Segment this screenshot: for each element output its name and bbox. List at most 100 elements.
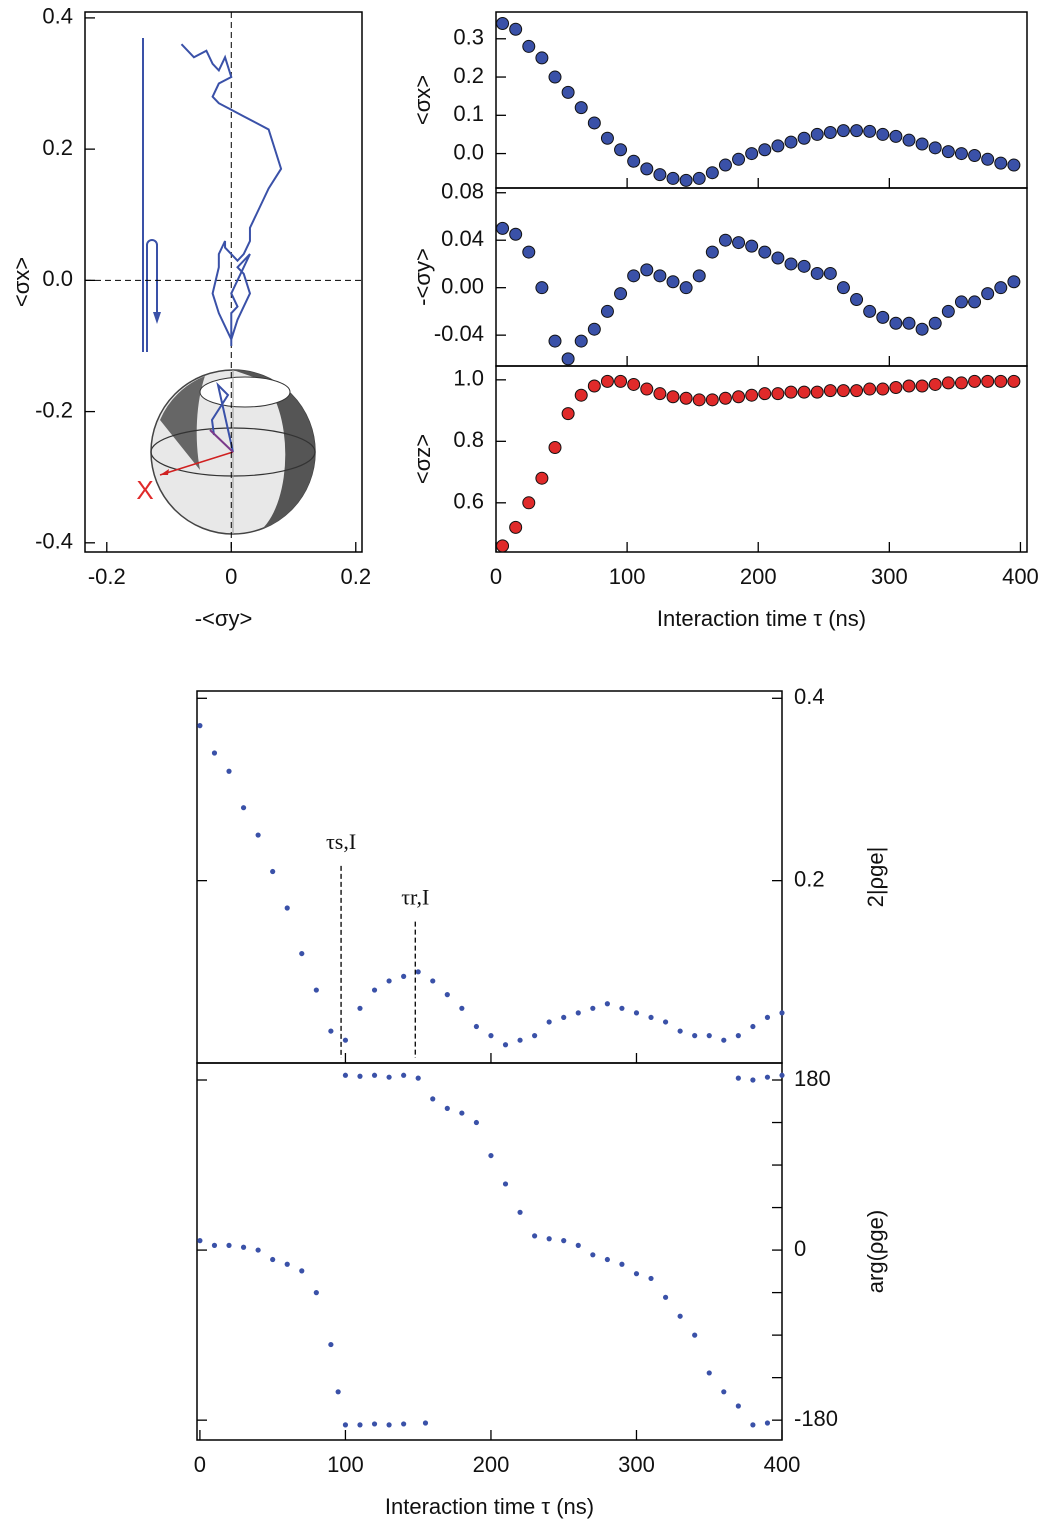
- data-point: [532, 1033, 538, 1039]
- data-point: [771, 251, 785, 265]
- bloch-sphere: [150, 369, 316, 535]
- data-point: [574, 101, 588, 115]
- data-point: [876, 310, 890, 324]
- data-point: [522, 496, 536, 510]
- y-tick-label: 0.3: [453, 25, 484, 50]
- data-point: [764, 1014, 771, 1021]
- data-point: [666, 171, 680, 185]
- data-point: [600, 304, 614, 318]
- data-point: [889, 381, 903, 395]
- data-point: [850, 293, 864, 307]
- data-point: [994, 156, 1008, 170]
- data-point: [284, 905, 290, 911]
- data-point: [640, 162, 654, 176]
- plot-frame: [196, 1062, 783, 1441]
- data-point: [473, 1023, 480, 1030]
- data-point: [876, 127, 890, 141]
- data-point: [574, 388, 588, 402]
- data-point: [745, 147, 759, 161]
- data-point: [648, 1014, 654, 1021]
- data-point: [546, 1236, 552, 1242]
- data-point: [211, 750, 218, 756]
- data-point: [679, 173, 693, 187]
- data-point: [509, 520, 523, 534]
- data-point: [705, 166, 719, 180]
- data-point: [863, 304, 877, 318]
- data-point: [863, 124, 877, 138]
- data-point: [600, 374, 614, 388]
- data-point: [517, 1209, 523, 1215]
- data-point: [735, 1075, 741, 1081]
- data-point: [422, 1420, 429, 1426]
- data-point: [561, 1014, 567, 1021]
- data-point: [590, 1005, 596, 1011]
- data-point: [502, 1181, 509, 1187]
- data-point: [535, 51, 549, 65]
- data-point: [666, 275, 680, 289]
- data-point: [619, 1005, 625, 1011]
- data-point: [211, 1242, 218, 1248]
- data-point: [627, 154, 641, 168]
- data-point: [270, 1256, 276, 1263]
- x-axis-label: Interaction time τ (ns): [657, 606, 866, 631]
- data-point: [522, 245, 536, 259]
- data-point: [415, 969, 421, 975]
- data-point: [750, 1422, 756, 1428]
- data-point: [488, 1033, 494, 1039]
- data-point: [299, 950, 305, 957]
- data-point: [600, 131, 614, 145]
- x-tick-label: -0.2: [88, 564, 126, 589]
- y-tick-label: -0.4: [35, 529, 73, 554]
- data-point: [313, 1290, 319, 1296]
- data-point: [415, 1075, 421, 1081]
- data-point: [810, 266, 824, 280]
- data-point: [371, 1072, 378, 1078]
- x-axis-label: Interaction time τ (ns): [385, 1494, 594, 1519]
- data-point: [430, 1096, 436, 1102]
- data-point: [532, 1233, 538, 1239]
- data-point: [750, 1077, 756, 1083]
- data-point: [863, 382, 877, 396]
- data-point: [357, 1073, 363, 1079]
- y-axis-label: <σx>: [410, 75, 435, 125]
- data-point: [342, 1037, 349, 1043]
- data-point: [614, 287, 628, 301]
- data-point: [745, 239, 759, 253]
- data-point: [653, 269, 667, 283]
- data-point: [614, 143, 628, 157]
- data-point: [535, 471, 549, 485]
- y-tick-label: -0.04: [434, 321, 484, 346]
- data-point: [954, 376, 968, 390]
- data-point: [771, 139, 785, 153]
- plot-frame: [84, 11, 363, 553]
- data-point: [692, 269, 706, 283]
- y-tick-label: 0.6: [453, 489, 484, 514]
- data-point: [587, 322, 601, 336]
- data-point: [721, 1037, 727, 1043]
- data-point: [692, 1033, 698, 1039]
- data-point: [633, 1010, 640, 1016]
- data-point: [284, 1261, 290, 1267]
- data-point: [941, 145, 955, 159]
- data-point: [561, 352, 575, 366]
- data-point: [619, 1261, 625, 1267]
- data-point: [779, 1010, 785, 1016]
- data-point: [604, 1001, 610, 1007]
- data-point: [758, 387, 772, 401]
- data-point: [750, 1023, 756, 1030]
- plot-frame: [495, 11, 1028, 189]
- axis-annotation: X: [136, 475, 153, 505]
- data-point: [473, 1119, 480, 1126]
- data-point: [994, 281, 1008, 295]
- data-point: [386, 1074, 392, 1080]
- data-point: [496, 221, 510, 235]
- y-axis-label: arg(ρge): [863, 1210, 888, 1293]
- data-point: [509, 22, 523, 36]
- data-point: [968, 295, 982, 309]
- y-tick-label: 1.0: [453, 366, 484, 391]
- data-point: [502, 1042, 509, 1048]
- data-point: [718, 391, 732, 405]
- y-tick-label: 0.4: [794, 684, 825, 709]
- data-point: [718, 158, 732, 172]
- data-point: [706, 1033, 712, 1039]
